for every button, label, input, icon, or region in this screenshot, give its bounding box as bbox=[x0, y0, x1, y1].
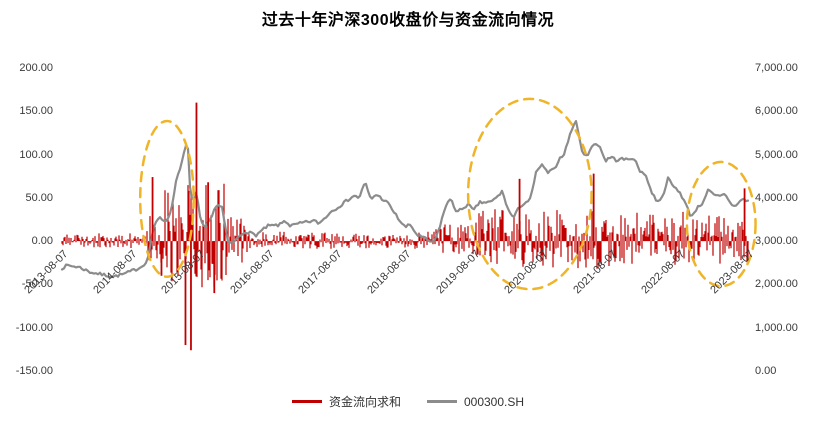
index-line-series bbox=[60, 119, 750, 279]
y-axis-left-tick-label: 100.00 bbox=[19, 148, 53, 161]
y-axis-right-tick-label: 3,000.00 bbox=[755, 235, 798, 248]
y-axis-right-tick-label: 6,000.00 bbox=[755, 105, 798, 118]
y-axis-right-tick-label: 1,000.00 bbox=[755, 321, 798, 334]
flow-series-label: 资金流向求和 bbox=[328, 395, 401, 409]
y-axis-left-tick-label: -50.00 bbox=[21, 278, 53, 291]
y-axis-left-tick-label: 150.00 bbox=[19, 105, 53, 118]
y-axis-right-tick-label: 7,000.00 bbox=[755, 62, 798, 74]
flow-bars-path bbox=[61, 183, 749, 288]
legend-item-flow: 资金流向求和 bbox=[291, 393, 401, 410]
y-axis-left-tick-label: 50.00 bbox=[25, 191, 53, 204]
y-axis-left-tick-label: 200.00 bbox=[19, 62, 53, 74]
y-axis-left-tick-label: -150.00 bbox=[15, 365, 53, 377]
y-axis-left-tick-label: -100.00 bbox=[15, 321, 53, 334]
y-axis-left-tick-label: 0.00 bbox=[31, 235, 53, 248]
highlight-ellipse bbox=[466, 97, 593, 291]
y-axis-right-tick-label: 5,000.00 bbox=[755, 148, 798, 161]
y-axis-right-tick-label: 4,000.00 bbox=[755, 191, 798, 204]
flow-bars-series bbox=[61, 183, 749, 288]
y-axis-right-tick-label: 0.00 bbox=[755, 365, 777, 377]
index-series-label: 000300.SH bbox=[463, 394, 525, 409]
y-axis-right-tick-label: 2,000.00 bbox=[755, 278, 798, 291]
highlight-ellipse bbox=[685, 160, 757, 288]
flow-spike-bars bbox=[151, 102, 746, 351]
highlight-ellipse bbox=[138, 119, 195, 279]
index-line-path bbox=[60, 119, 750, 279]
index-series-swatch bbox=[426, 400, 457, 403]
legend: 资金流向求和 000300.SH bbox=[0, 393, 816, 410]
chart-title: 过去十年沪深300收盘价与资金流向情况 bbox=[261, 12, 555, 29]
highlight-annotations bbox=[138, 97, 757, 291]
legend-item-index: 000300.SH bbox=[426, 394, 525, 409]
flow-series-swatch bbox=[291, 400, 322, 403]
